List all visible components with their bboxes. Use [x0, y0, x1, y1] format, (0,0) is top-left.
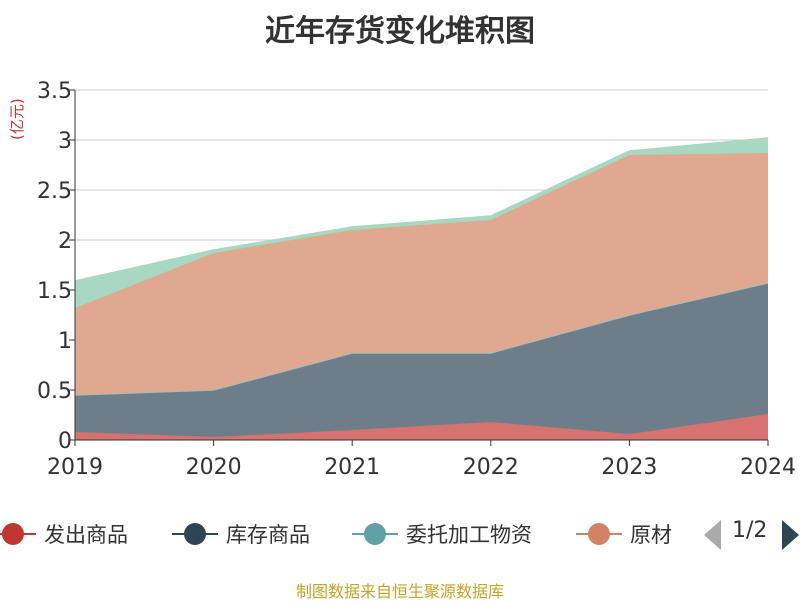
y-tick-label: 0.5: [37, 379, 72, 404]
y-tick-label: 0: [58, 429, 72, 454]
legend-item-raw-materials[interactable]: 原材: [576, 512, 672, 556]
y-tick-label: 3: [58, 129, 72, 154]
legend-prev-icon[interactable]: [704, 520, 721, 550]
series-line-4: [74, 137, 769, 282]
x-tick-label: 2020: [186, 455, 242, 480]
area-series-1: [75, 283, 768, 437]
x-tick-labels: 2019 2020 2021 2022 2023 2024: [47, 440, 796, 480]
y-tick-label: 1: [58, 329, 72, 354]
data-source-note: 制图数据来自恒生聚源数据库: [295, 582, 504, 601]
legend-next-icon[interactable]: [782, 520, 799, 550]
x-tick-label: 2022: [463, 455, 519, 480]
legend-marker: [352, 522, 398, 546]
legend-item-processing-materials[interactable]: 委托加工物资: [352, 512, 532, 556]
legend-label: 库存商品: [226, 523, 310, 547]
y-tick-label: 3.5: [37, 79, 72, 104]
area-series-3: [75, 153, 768, 395]
x-tick-label: 2024: [740, 455, 796, 480]
y-tick-labels: 0 0.5 1 1.5 2 2.5 3 3.5: [37, 79, 75, 454]
legend-page-text: 1/2: [732, 518, 768, 543]
area-series-0: [75, 414, 768, 440]
y-tick-label: 2: [58, 229, 72, 254]
legend-items: 发出商品 库存商品 委托加工物资 原材: [0, 512, 686, 556]
x-tick-label: 2021: [324, 455, 380, 480]
legend: 发出商品 库存商品 委托加工物资 原材 1/2: [0, 512, 800, 556]
legend-label: 原材: [630, 523, 672, 547]
y-tick-label: 2.5: [37, 179, 72, 204]
area-series: [74, 137, 769, 440]
x-tick-label: 2023: [601, 455, 657, 480]
axes: [74, 90, 768, 441]
area-series-4: [75, 138, 768, 308]
legend-item-shipped-goods[interactable]: 发出商品: [0, 512, 128, 556]
legend-pager: 1/2: [700, 512, 800, 556]
legend-marker: [0, 522, 36, 546]
y-tick-label: 1.5: [37, 279, 72, 304]
legend-label: 委托加工物资: [406, 523, 532, 547]
legend-item-stock-goods[interactable]: 库存商品: [172, 512, 310, 556]
legend-marker: [576, 522, 622, 546]
chart-title: 近年存货变化堆积图: [265, 14, 535, 49]
legend-marker: [172, 522, 218, 546]
legend-label: 发出商品: [44, 523, 128, 547]
x-tick-label: 2019: [47, 455, 103, 480]
